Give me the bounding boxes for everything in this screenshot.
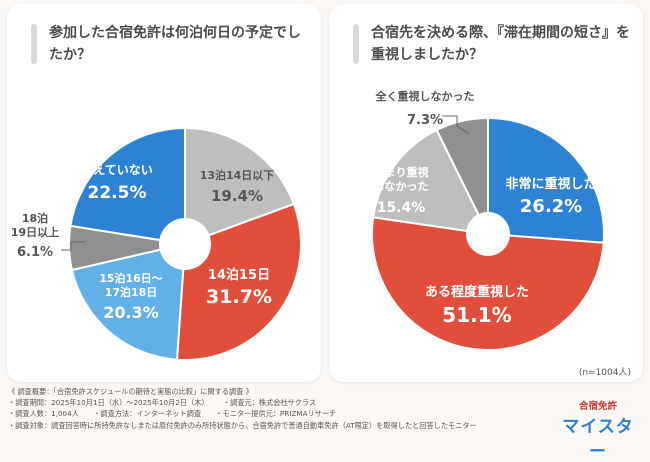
slice-label-0: 非常に重視した 26.2% <box>505 176 596 217</box>
slice-2 <box>372 128 490 236</box>
left-donut-chart: 13泊14日以下 19.4% 14泊15日 31.7% 15泊16日〜17泊18日 20.… <box>11 126 302 361</box>
survey-count: ・調査人数：1,004人 <box>8 409 79 419</box>
slice-label-text: あまり重視 <box>374 165 429 179</box>
slice-value: 7.3% <box>407 113 443 128</box>
slice-label-text: 19日以上 <box>11 225 59 239</box>
slice-label-0: 13泊14日以下 19.4% <box>200 168 275 205</box>
slice-0 <box>487 116 605 244</box>
slice-label-text: ある程度重視した <box>425 284 529 300</box>
donut-hole <box>159 218 211 270</box>
donut-hole <box>466 212 510 256</box>
question-marker <box>31 24 37 64</box>
slice-2 <box>70 242 187 361</box>
slice-label-text: 15泊16日〜 <box>99 271 163 285</box>
sample-size-note: (n=1004人) <box>578 368 631 378</box>
slice-label-1: 14泊15日 31.7% <box>206 267 272 308</box>
slice-value: 20.3% <box>103 303 159 322</box>
survey-monitor: ・モニター提供元：PRIZMAリサーチ <box>215 409 337 419</box>
brand-logo: 合宿免許 マイスター <box>556 398 640 462</box>
slice-label-3: 全く重視しなかった 7.3% <box>375 89 475 128</box>
slice-label-1: ある程度重視した 51.1% <box>425 284 529 327</box>
slice-0 <box>184 126 296 246</box>
survey-method: ・調査方法：インターネット調査 <box>93 409 202 419</box>
logo-line-1: 合宿免許 <box>578 401 617 412</box>
right-question-title: 合宿先を決める際、『滞在期間の短さ』を重視しましたか？ <box>371 25 630 63</box>
slice-label-text: 13泊14日以下 <box>200 168 275 182</box>
left-question-title: 参加した合宿免許は何泊何日の予定でしたか？ <box>49 25 301 63</box>
question-marker <box>353 24 359 64</box>
slice-label-2: 15泊16日〜17泊18日 20.3% <box>99 271 163 322</box>
survey-period: ・調査期間：2025年10月1日（水）～2025年10月2日（木） <box>8 398 209 408</box>
slice-label-4: 覚えていない 22.5% <box>81 162 152 203</box>
slice-value: 19.4% <box>211 187 263 205</box>
slice-value: 6.1% <box>17 245 53 260</box>
slice-value: 15.4% <box>377 200 426 216</box>
survey-organizer: ・調査元：株式会社サクラス <box>222 398 317 408</box>
right-chart-panel: 合宿先を決める際、『滞在期間の短さ』を重視しましたか？ 非常に重視した 26.2%… <box>329 4 643 382</box>
left-chart-panel: 参加した合宿免許は何泊何日の予定でしたか？ 13泊14日以下 19.4% 14泊15… <box>7 4 321 382</box>
survey-footer: 《 調査概要：「合宿免許スケジュールの期待と実態の比較」に関する調査 》 ・調査… <box>8 386 528 431</box>
slice-value: 51.1% <box>442 303 511 327</box>
slice-value: 31.7% <box>206 286 272 308</box>
leader-line <box>442 115 470 135</box>
slice-1 <box>371 216 605 351</box>
slice-label-text: 全く重視しなかった <box>375 89 475 103</box>
slice-label-text: 覚えていない <box>81 162 152 177</box>
slice-label-text: 18泊 <box>22 211 48 225</box>
logo-line-2: マイスター <box>562 417 634 462</box>
slice-label-text: 非常に重視した <box>505 176 596 192</box>
slice-label-text: 14泊15日 <box>208 267 270 283</box>
slice-value: 22.5% <box>88 183 147 203</box>
leader-line <box>61 241 85 251</box>
survey-target: ・調査対象：調査回答時に所持免許なしまたは原付免許のみ所持状態から、合宿免許で普… <box>8 420 477 430</box>
slice-label-text: しなかった <box>374 180 429 193</box>
slice-value: 26.2% <box>520 196 582 217</box>
slice-label-text: 17泊18日 <box>105 285 158 299</box>
slice-4 <box>69 126 186 246</box>
slice-3 <box>435 116 489 235</box>
survey-overview: 《 調査概要：「合宿免許スケジュールの期待と実態の比較」に関する調査 》 <box>8 387 253 396</box>
